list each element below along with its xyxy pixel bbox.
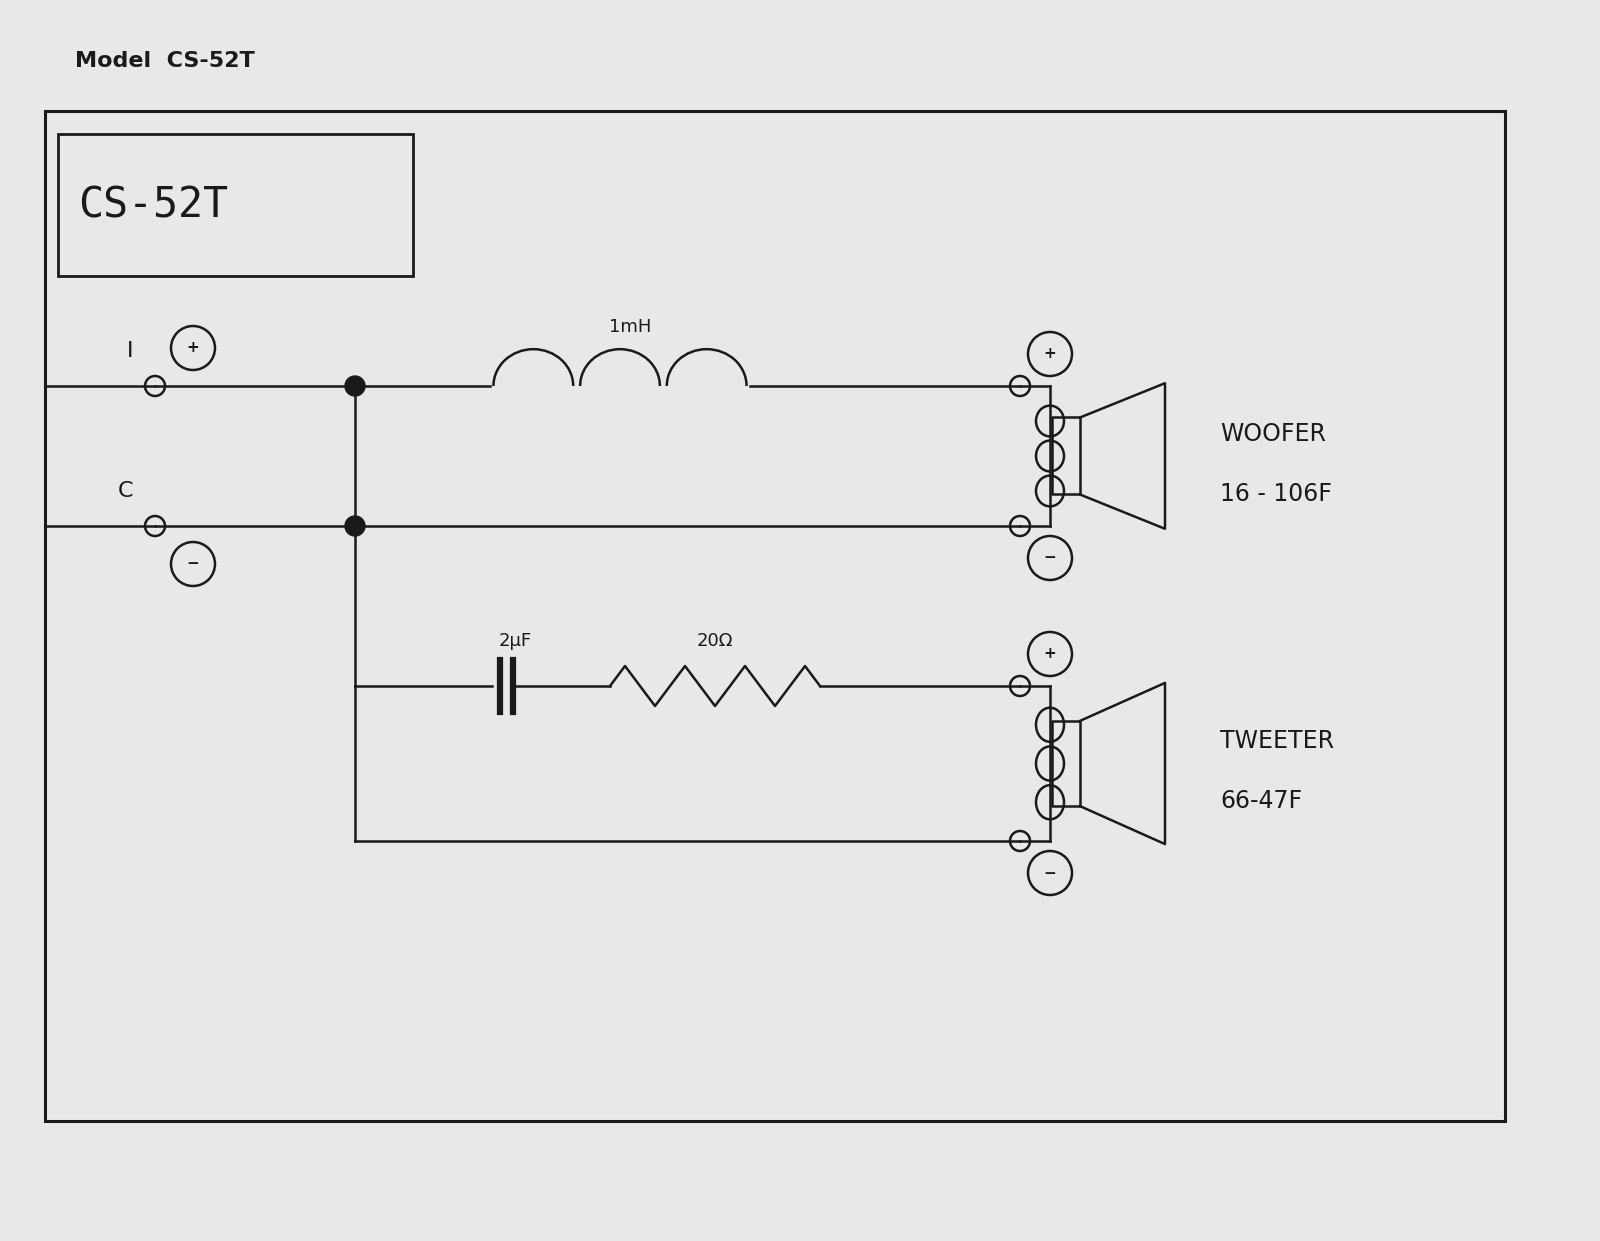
Text: I: I (126, 341, 133, 361)
Text: 1mH: 1mH (610, 318, 651, 336)
Text: +: + (1043, 647, 1056, 661)
Text: TWEETER: TWEETER (1221, 730, 1334, 753)
Bar (58, 134, 413, 276)
Text: −: − (1043, 865, 1056, 881)
Bar (1053, 721, 1080, 807)
Text: CS-52T: CS-52T (78, 185, 229, 227)
Text: Model  CS-52T: Model CS-52T (75, 51, 254, 71)
Text: 66-47F: 66-47F (1221, 789, 1302, 814)
Text: −: − (187, 556, 200, 572)
Text: +: + (1043, 346, 1056, 361)
Text: 16 - 106F: 16 - 106F (1221, 482, 1331, 506)
Text: WOOFER: WOOFER (1221, 422, 1326, 446)
Text: 20Ω: 20Ω (698, 632, 733, 650)
Bar (45, 110, 1506, 1121)
Circle shape (346, 376, 365, 396)
Circle shape (346, 516, 365, 536)
Text: +: + (187, 340, 200, 355)
Text: −: − (1043, 551, 1056, 566)
Bar (1053, 417, 1080, 494)
Text: C: C (117, 482, 133, 501)
Text: 2μF: 2μF (499, 632, 531, 650)
